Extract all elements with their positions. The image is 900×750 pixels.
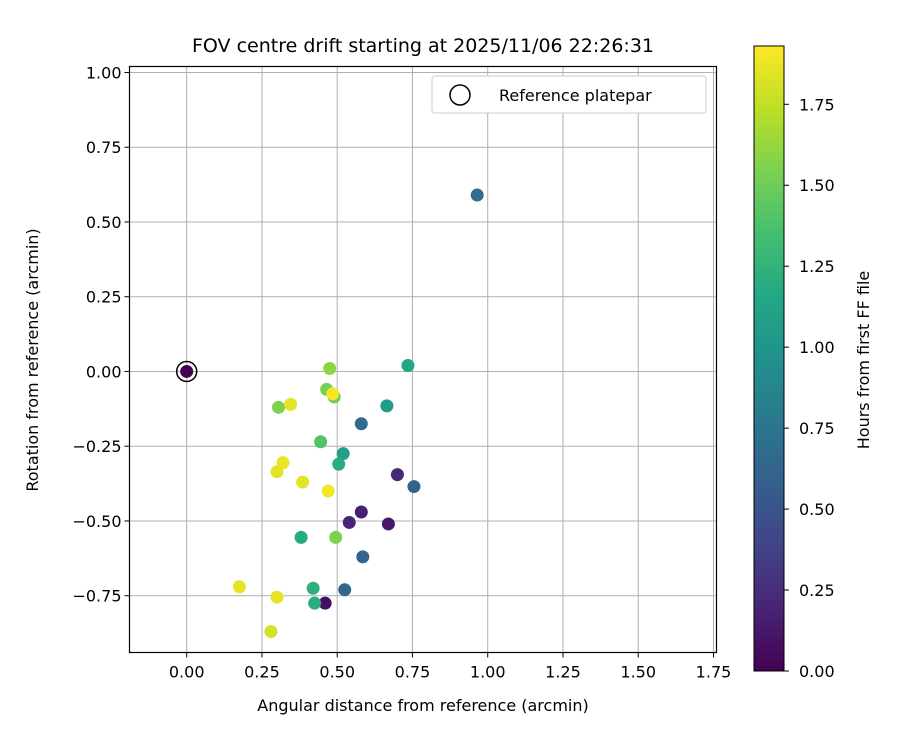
data-points [180,188,484,639]
data-point [338,583,352,597]
plot-frame [128,65,718,654]
legend: Reference platepar [431,75,707,114]
x-axis-label: Angular distance from reference (arcmin) [257,696,588,715]
data-point [308,596,322,610]
data-point [470,188,484,202]
colorbar: 0.00 0.25 0.50 0.75 1.00 1.25 1.50 1.75 Hours f… [753,45,873,681]
colorbar-tick-label: 1.00 [799,338,835,357]
y-tick-label: 0.25 [86,288,122,307]
grid [129,66,717,653]
data-point [284,397,298,411]
legend-box [431,75,707,114]
y-tick-label: −0.25 [72,437,121,456]
legend-entry-label: Reference platepar [499,86,652,105]
data-point [332,457,346,471]
x-tick-label: 0.75 [395,663,431,682]
data-point [270,590,284,604]
data-point [318,596,332,610]
data-point [232,580,246,594]
data-point [321,484,335,498]
data-point [272,400,286,414]
colorbar-tick-label: 0.25 [799,581,835,600]
y-tick-label: 0.00 [86,362,122,381]
data-point [381,517,395,531]
data-point [264,625,278,639]
legend-marker [449,84,471,106]
colorbar-tick-label: 1.75 [799,95,835,114]
data-point [270,465,284,479]
colorbar-tick-label: 0.50 [799,500,835,519]
reference-platepar-marker [175,360,198,383]
x-tick-label: 1.75 [696,663,732,682]
x-axis-ticks: 0.00 0.25 0.50 0.75 1.00 1.25 1.50 1.75 [169,652,732,682]
x-tick-label: 1.25 [545,663,581,682]
colorbar-gradient [754,46,784,671]
reference-marker-group [175,360,198,383]
y-tick-label: 0.75 [86,138,122,157]
colorbar-tick-label: 1.50 [799,176,835,195]
colorbar-ticks: 0.00 0.25 0.50 0.75 1.00 1.25 1.50 1.75 [784,95,835,681]
colorbar-tick-label: 1.25 [799,257,835,276]
data-point [336,447,350,461]
data-point [380,399,394,413]
colorbar-label: Hours from first FF file [854,271,873,450]
y-tick-label: 0.50 [86,213,122,232]
x-tick-label: 1.00 [470,663,506,682]
data-point [407,480,421,494]
colorbar-tick-label: 0.00 [799,662,835,681]
x-tick-label: 0.00 [169,663,205,682]
data-point [401,358,415,372]
x-tick-label: 0.50 [319,663,355,682]
data-point [323,361,337,375]
x-tick-label: 1.50 [620,663,656,682]
data-point [296,475,310,489]
data-point [329,530,343,544]
data-point [180,364,194,378]
data-point [306,581,320,595]
y-axis-label: Rotation from reference (arcmin) [23,228,42,491]
y-tick-label: −0.50 [72,512,121,531]
x-tick-label: 0.25 [244,663,280,682]
data-point [314,435,328,449]
data-point [354,505,368,519]
chart-title: FOV centre drift starting at 2025/11/06 … [192,35,654,57]
colorbar-frame [753,45,785,672]
colorbar-tick-label: 0.75 [799,419,835,438]
y-tick-label: −0.75 [72,587,121,606]
data-point [326,387,340,401]
y-tick-label: 1.00 [86,63,122,82]
data-point [294,530,308,544]
data-point [354,417,368,431]
data-point [356,550,370,564]
data-point [390,468,404,482]
y-axis-ticks: −0.75 −0.50 −0.25 0.00 0.25 0.50 0.75 1.00 [72,63,130,606]
data-point [342,515,356,529]
